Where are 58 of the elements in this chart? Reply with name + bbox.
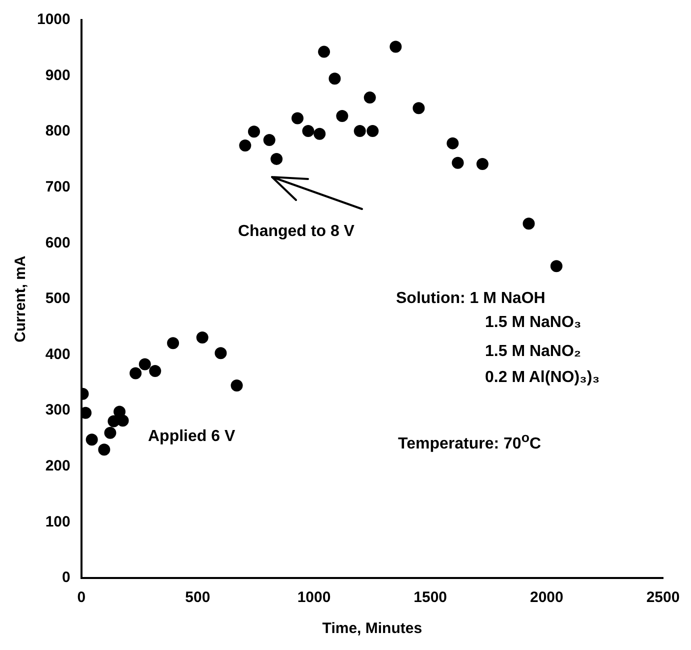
point (366, 125, 379, 138)
x-tick-label: 2500 (646, 589, 680, 606)
y-tick-label: 200 (45, 458, 70, 475)
point (354, 125, 366, 138)
point (336, 110, 348, 122)
y-tick-label: 100 (45, 513, 70, 530)
point (292, 112, 304, 124)
y-tick-label: 0 (62, 569, 70, 586)
x-axis-title: Time, Minutes (322, 620, 422, 638)
point (86, 434, 98, 446)
point (364, 92, 376, 104)
point (81, 406, 92, 419)
point (230, 379, 243, 392)
y-tick-label: 700 (45, 178, 70, 196)
point (390, 40, 402, 53)
annotation: Changed to 8 V (238, 223, 354, 241)
point (114, 406, 126, 418)
y-axis-title: Current, mA (12, 256, 30, 342)
y-tick-label: 600 (45, 234, 70, 252)
point (476, 158, 488, 170)
x-tick-label: 2000 (530, 589, 564, 606)
point (452, 156, 464, 169)
annotation: 1.5 M NaNO₂ (485, 343, 582, 361)
annotation: 1.5 M NaNO₃ (485, 314, 582, 332)
point (412, 102, 425, 114)
y-tick-label: 300 (45, 402, 70, 419)
x-tick-label: 0 (77, 589, 86, 606)
point (248, 126, 260, 138)
point (196, 332, 208, 344)
annotation: Temperature: 70$^{o}$C (398, 430, 542, 454)
point (239, 140, 252, 152)
point (318, 46, 330, 58)
point (149, 364, 162, 377)
point (522, 218, 535, 230)
y-tick-label: 800 (45, 122, 70, 140)
y-tick-label: 900 (45, 66, 70, 84)
point (314, 128, 326, 140)
point (302, 125, 314, 138)
x-tick-label: 1500 (414, 589, 448, 606)
annotation: Solution: 1 M NaOH (396, 290, 546, 308)
point (214, 347, 227, 360)
point (270, 152, 283, 165)
point (550, 260, 562, 272)
point (328, 72, 341, 85)
annotation: Applied 6 V (148, 428, 236, 446)
y-tick-label: 500 (45, 290, 70, 308)
point (138, 358, 151, 370)
point (167, 337, 180, 350)
y-tick-label: 400 (45, 346, 70, 363)
x-tick-label: 500 (185, 589, 210, 606)
point (104, 426, 116, 439)
y-tick-label: 1000 (36, 11, 70, 28)
annotation: 0.2 M Al(NO)₃)₃ (485, 369, 600, 387)
x-tick-label: 1000 (297, 589, 331, 606)
point (98, 444, 110, 456)
point (263, 134, 276, 146)
point (130, 367, 142, 380)
point (446, 137, 459, 150)
